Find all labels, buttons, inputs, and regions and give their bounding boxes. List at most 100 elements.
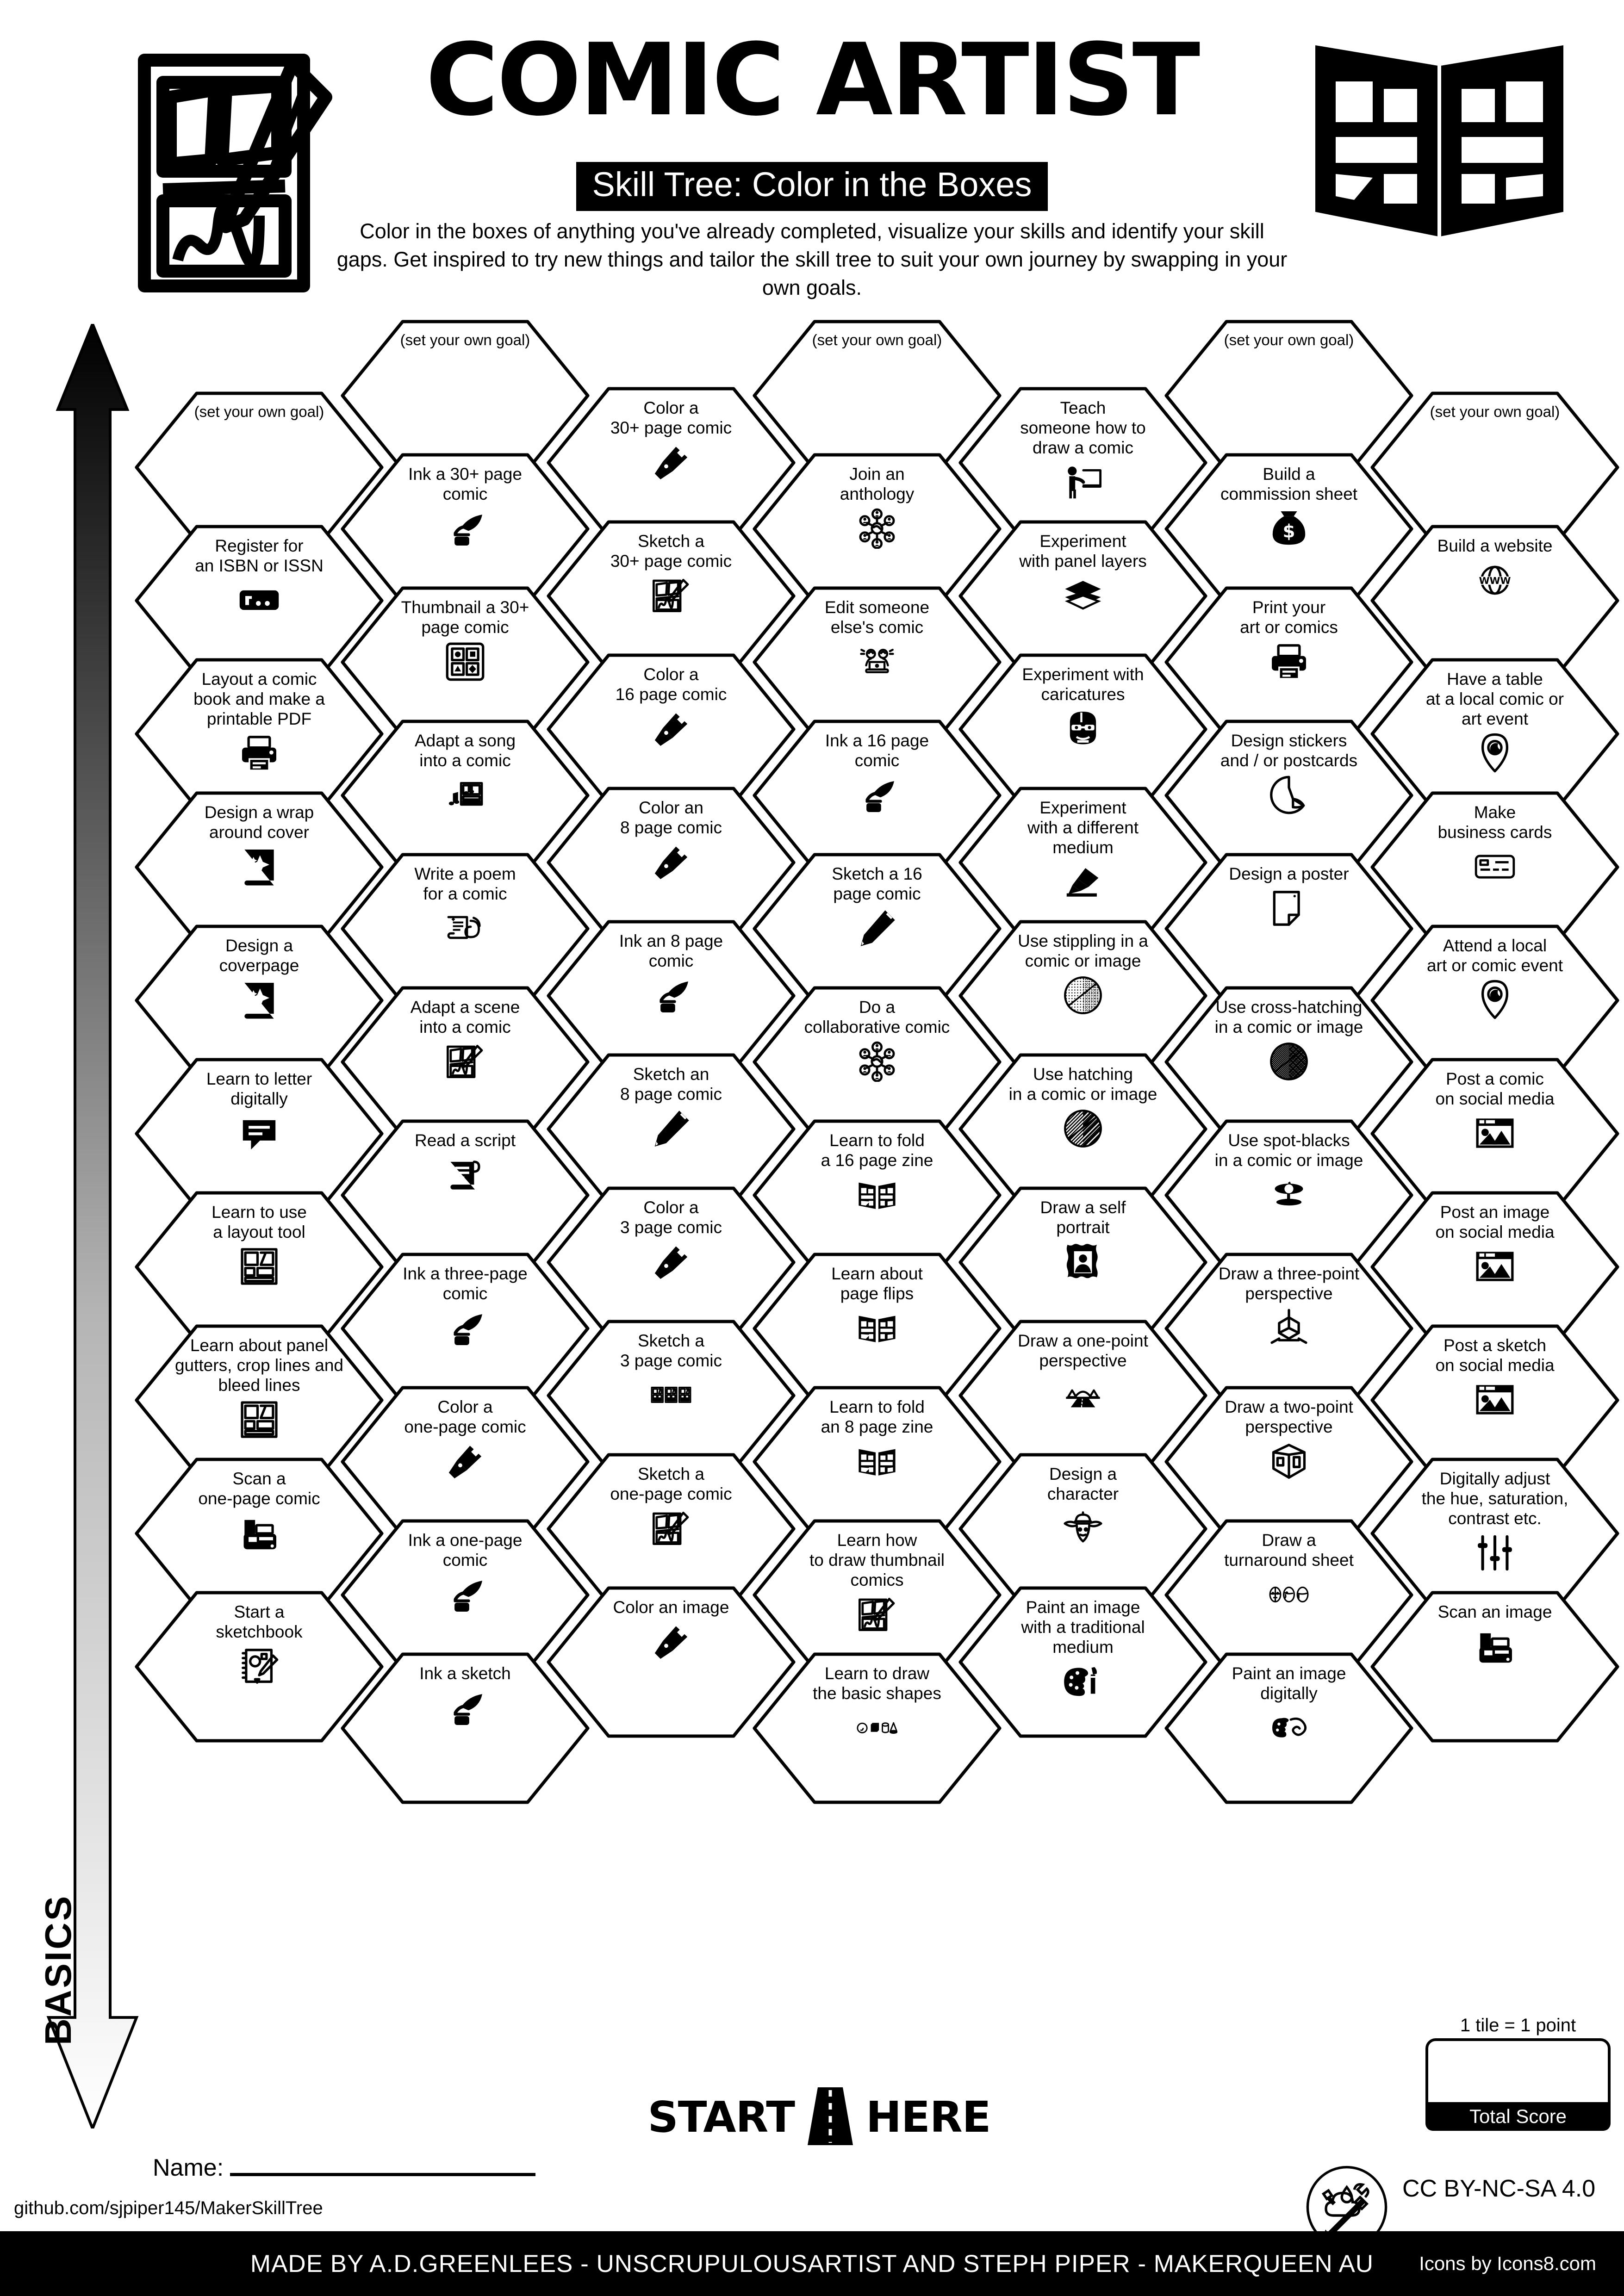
comic-sketchbook-icon: [130, 42, 352, 301]
skill-tile-label: Learn about page flips: [831, 1264, 923, 1303]
skill-tile[interactable]: Learn about panel gutters, crop lines and…: [134, 1324, 384, 1477]
skill-tile[interactable]: Build a website WWW: [1370, 524, 1620, 677]
skill-tile[interactable]: Learn to fold an 8 page zine: [752, 1385, 1002, 1538]
skill-tile[interactable]: Draw a two-point perspective: [1164, 1385, 1414, 1538]
skill-tile[interactable]: Learn to use a layout tool: [134, 1191, 384, 1343]
skill-tile[interactable]: Experiment with panel layers: [958, 520, 1208, 672]
skill-tile-label: Use hatching in a comic or image: [1008, 1065, 1157, 1104]
skill-tile[interactable]: Ink a one-page comic: [340, 1519, 590, 1671]
skill-tile[interactable]: Sketch a one-page comic: [546, 1452, 796, 1605]
skill-tile-label: Design stickers and / or postcards: [1220, 731, 1358, 770]
github-link[interactable]: github.com/sjpiper145/MakerSkillTree: [14, 2198, 323, 2218]
skill-tile[interactable]: Draw a turnaround sheet: [1164, 1519, 1414, 1671]
map-pin-icon: [1475, 733, 1515, 774]
skill-tile[interactable]: Experiment with a different medium: [958, 786, 1208, 939]
skill-tile[interactable]: Thumbnail a 30+ page comic: [340, 586, 590, 738]
icons-credit-text: Icons by Icons8.com: [1419, 2253, 1596, 2274]
skill-tile[interactable]: Register for an ISBN or ISSN: [134, 524, 384, 677]
skill-tile[interactable]: Ink a three-page comic: [340, 1252, 590, 1405]
skill-tile[interactable]: Design a poster: [1164, 852, 1414, 1005]
comic-sketch-icon: [651, 575, 691, 616]
skill-tile[interactable]: Color an 8 page comic: [546, 786, 796, 939]
skill-tile[interactable]: Post a sketch on social media: [1370, 1324, 1620, 1477]
skill-tile[interactable]: Teach someone how to draw a comic: [958, 386, 1208, 539]
skill-tile[interactable]: Color an image: [546, 1586, 796, 1738]
skill-tile[interactable]: Color a 30+ page comic: [546, 386, 796, 539]
skill-tile[interactable]: Post a comic on social media: [1370, 1057, 1620, 1210]
printer-icon: [239, 733, 280, 774]
skill-tile[interactable]: Make business cards: [1370, 791, 1620, 943]
sticker-icon: [1269, 775, 1309, 815]
crosshatch-circle-icon: [1269, 1041, 1309, 1082]
poster-icon: [1269, 888, 1309, 929]
marker-icon: [1063, 862, 1103, 902]
paint-nib-icon: [651, 442, 691, 483]
skill-tile[interactable]: Do a collaborative comic: [752, 986, 1002, 1138]
skill-tile-label: Draw a two-point perspective: [1225, 1397, 1353, 1436]
skill-tile[interactable]: Have a table at a local comic or art event: [1370, 658, 1620, 810]
comic-sketch-icon: [651, 1508, 691, 1549]
skill-tile[interactable]: Learn how to draw thumbnail comics: [752, 1519, 1002, 1671]
comic-sketch-icon: [445, 1041, 485, 1082]
sketchbook-icon: [239, 1646, 280, 1687]
skill-tile[interactable]: Post an image on social media: [1370, 1191, 1620, 1343]
skill-tile-label: Post a comic on social media: [1435, 1069, 1555, 1108]
skill-tile-label: Learn to fold an 8 page zine: [821, 1397, 933, 1436]
skill-tile-label: Learn to use a layout tool: [212, 1203, 307, 1241]
quill-ink-icon: [445, 1688, 485, 1728]
skill-tile[interactable]: Sketch a 16 page comic: [752, 852, 1002, 1005]
pencil-icon: [857, 908, 897, 949]
image-post-icon: [1475, 1246, 1515, 1287]
paint-nib-icon: [651, 842, 691, 882]
skill-tile[interactable]: Attend a local art or comic event: [1370, 924, 1620, 1077]
skill-tile-label: Experiment with panel layers: [1019, 532, 1147, 571]
skill-tile[interactable]: Learn to letter digitally: [134, 1057, 384, 1210]
skill-tile[interactable]: Layout a comic book and make a printable P…: [134, 658, 384, 810]
skill-tile[interactable]: Adapt a scene into a comic: [340, 986, 590, 1138]
skill-tile[interactable]: Design a character: [958, 1452, 1208, 1605]
skill-tile-label: Learn to letter digitally: [206, 1069, 312, 1108]
skill-tile[interactable]: Edit someone else's comic: [752, 586, 1002, 738]
skill-tile[interactable]: Scan a one-page comic: [134, 1457, 384, 1610]
skill-tile[interactable]: (set your own goal): [1370, 391, 1620, 544]
advancement-arrow: [42, 320, 143, 2133]
character-head-icon: [1063, 1508, 1103, 1549]
skill-tile[interactable]: Read a script: [340, 1119, 590, 1272]
skill-tile-label: Sketch a one-page comic: [610, 1464, 732, 1503]
skill-tile[interactable]: Scan an image: [1370, 1590, 1620, 1743]
open-book-icon: [857, 1308, 897, 1348]
total-score-box[interactable]: Total Score: [1425, 2038, 1611, 2131]
skill-tile-label: Color a 16 page comic: [615, 665, 727, 704]
skill-tile[interactable]: Start a sketchbook: [134, 1590, 384, 1743]
skill-tile[interactable]: Digitally adjust the hue, saturation, cont…: [1370, 1457, 1620, 1610]
skill-tile[interactable]: Ink a 16 page comic: [752, 719, 1002, 872]
skill-tile[interactable]: Adapt a song into a comic: [340, 719, 590, 872]
skill-tile-label: Experiment with caricatures: [1022, 665, 1144, 704]
skill-tile-label: Ink a sketch: [419, 1664, 511, 1683]
skill-tile[interactable]: Ink a sketch: [340, 1652, 590, 1805]
skill-tile-label: Digitally adjust the hue, saturation, cont…: [1421, 1469, 1568, 1528]
skill-tile[interactable]: Color a 16 page comic: [546, 653, 796, 806]
skill-tile-label: Read a script: [415, 1131, 516, 1150]
palette-brush-icon: [1063, 1661, 1103, 1702]
skill-tile[interactable]: Design a wrap around cover: [134, 791, 384, 943]
skill-tile[interactable]: Join an anthology: [752, 453, 1002, 605]
skill-tile-label: Do a collaborative comic: [804, 998, 950, 1036]
skill-tile[interactable]: Learn to draw the basic shapes: [752, 1652, 1002, 1805]
skill-tile-label: Join an anthology: [840, 465, 915, 503]
skill-tile[interactable]: Ink an 8 page comic: [546, 919, 796, 1072]
skill-tile[interactable]: Write a poem for a comic: [340, 852, 590, 1005]
hatching-circle-icon: [1063, 1108, 1103, 1149]
skill-tile[interactable]: Paint an image with a traditional medium: [958, 1586, 1208, 1738]
open-comic-book-icon: [1310, 37, 1569, 236]
skill-tile-label: Use stippling in a comic or image: [1018, 931, 1148, 970]
skill-tile[interactable]: Ink a 30+ page comic: [340, 453, 590, 605]
skill-tile[interactable]: Paint an image digitally: [1164, 1652, 1414, 1805]
skill-tile[interactable]: Use cross-hatching in a comic or image: [1164, 986, 1414, 1138]
skill-tile-label: Make business cards: [1437, 803, 1552, 842]
name-input-rule[interactable]: [230, 2173, 536, 2176]
skill-tile[interactable]: Color a one-page comic: [340, 1385, 590, 1538]
